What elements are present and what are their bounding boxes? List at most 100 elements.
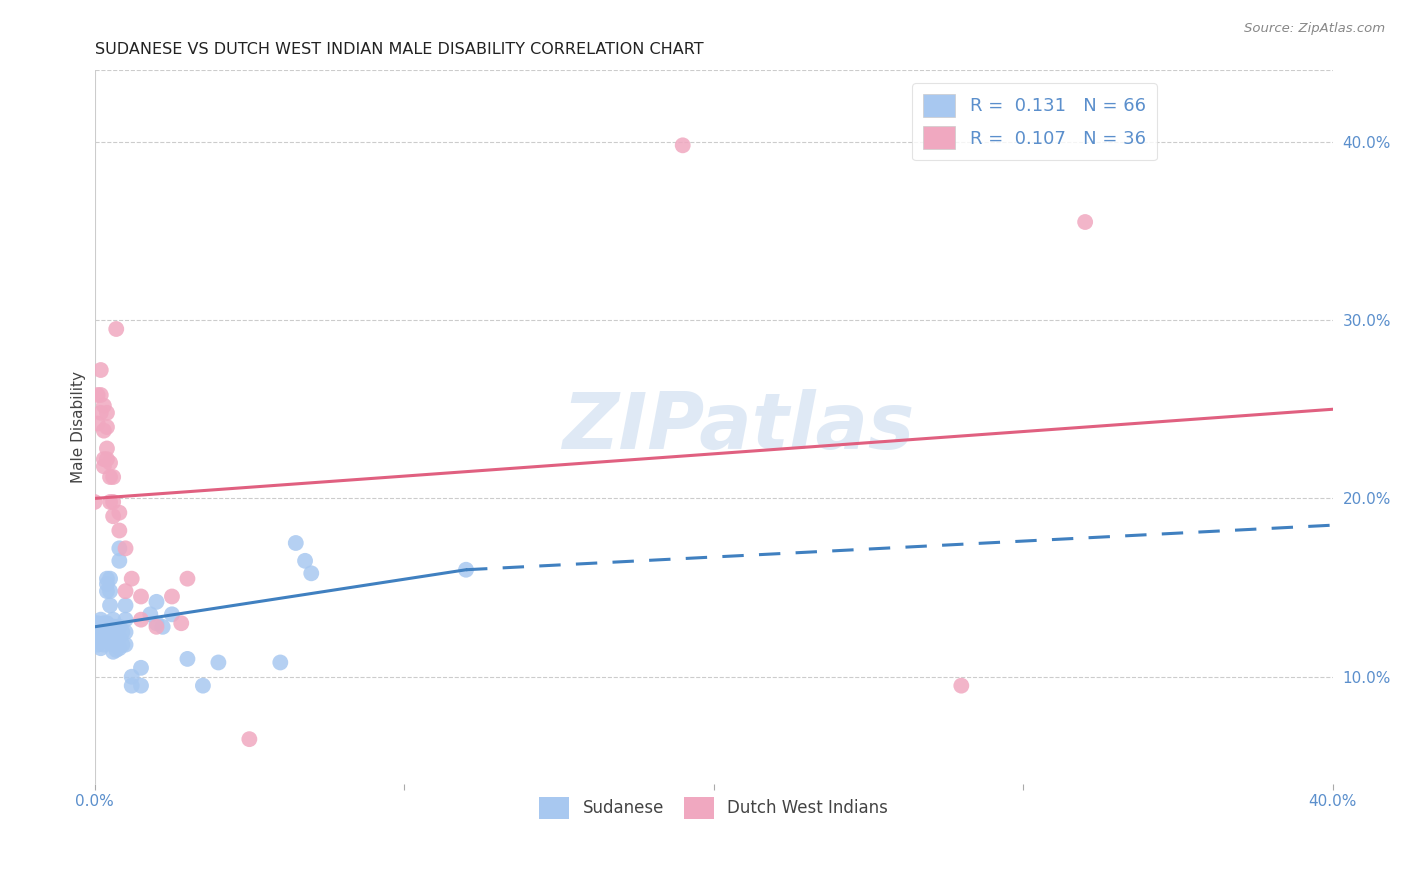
Point	[152, 620, 174, 634]
Point	[96, 625, 118, 640]
Point	[108, 554, 131, 568]
Point	[121, 670, 143, 684]
Point	[93, 638, 115, 652]
Point	[83, 616, 105, 631]
Point	[86, 622, 108, 636]
Point	[129, 613, 152, 627]
Point	[98, 599, 121, 613]
Point	[93, 631, 115, 645]
Point	[111, 625, 134, 640]
Point	[121, 679, 143, 693]
Point	[96, 420, 118, 434]
Point	[90, 613, 112, 627]
Point	[284, 536, 307, 550]
Point	[86, 388, 108, 402]
Point	[114, 613, 136, 627]
Point	[96, 584, 118, 599]
Point	[950, 679, 973, 693]
Point	[114, 541, 136, 556]
Point	[121, 572, 143, 586]
Point	[93, 424, 115, 438]
Point	[83, 625, 105, 640]
Point	[90, 406, 112, 420]
Point	[83, 620, 105, 634]
Point	[96, 577, 118, 591]
Point	[101, 470, 124, 484]
Legend: Sudanese, Dutch West Indians: Sudanese, Dutch West Indians	[533, 790, 894, 825]
Point	[83, 495, 105, 509]
Text: Source: ZipAtlas.com: Source: ZipAtlas.com	[1244, 22, 1385, 36]
Point	[90, 627, 112, 641]
Point	[111, 638, 134, 652]
Point	[86, 417, 108, 431]
Point	[294, 554, 316, 568]
Point	[93, 624, 115, 638]
Point	[96, 572, 118, 586]
Point	[108, 541, 131, 556]
Point	[101, 620, 124, 634]
Point	[101, 613, 124, 627]
Point	[93, 399, 115, 413]
Point	[160, 607, 183, 622]
Point	[176, 572, 198, 586]
Point	[83, 631, 105, 645]
Point	[108, 524, 131, 538]
Point	[101, 495, 124, 509]
Point	[191, 679, 214, 693]
Point	[145, 595, 167, 609]
Point	[176, 652, 198, 666]
Point	[114, 625, 136, 640]
Point	[299, 566, 322, 581]
Point	[86, 627, 108, 641]
Point	[90, 620, 112, 634]
Point	[96, 452, 118, 467]
Point	[105, 643, 128, 657]
Text: ZIPatlas: ZIPatlas	[562, 389, 914, 465]
Point	[98, 572, 121, 586]
Point	[93, 452, 115, 467]
Point	[160, 590, 183, 604]
Point	[90, 363, 112, 377]
Point	[129, 661, 152, 675]
Point	[96, 616, 118, 631]
Point	[93, 459, 115, 474]
Point	[101, 627, 124, 641]
Point	[98, 584, 121, 599]
Point	[96, 442, 118, 456]
Point	[105, 322, 128, 336]
Point	[98, 620, 121, 634]
Point	[105, 620, 128, 634]
Y-axis label: Male Disability: Male Disability	[72, 371, 86, 483]
Point	[90, 388, 112, 402]
Point	[105, 631, 128, 645]
Point	[90, 641, 112, 656]
Point	[101, 645, 124, 659]
Point	[101, 638, 124, 652]
Point	[145, 620, 167, 634]
Point	[96, 406, 118, 420]
Point	[269, 656, 291, 670]
Point	[170, 616, 193, 631]
Point	[129, 679, 152, 693]
Point	[86, 634, 108, 648]
Text: SUDANESE VS DUTCH WEST INDIAN MALE DISABILITY CORRELATION CHART: SUDANESE VS DUTCH WEST INDIAN MALE DISAB…	[94, 42, 703, 57]
Point	[98, 495, 121, 509]
Point	[86, 616, 108, 631]
Point	[238, 732, 260, 747]
Point	[207, 656, 229, 670]
Point	[114, 599, 136, 613]
Point	[96, 634, 118, 648]
Point	[108, 506, 131, 520]
Point	[90, 634, 112, 648]
Point	[108, 620, 131, 634]
Point	[86, 638, 108, 652]
Point	[93, 616, 115, 631]
Point	[105, 638, 128, 652]
Point	[98, 470, 121, 484]
Point	[98, 631, 121, 645]
Point	[114, 584, 136, 599]
Point	[1074, 215, 1097, 229]
Point	[98, 456, 121, 470]
Point	[108, 641, 131, 656]
Point	[114, 638, 136, 652]
